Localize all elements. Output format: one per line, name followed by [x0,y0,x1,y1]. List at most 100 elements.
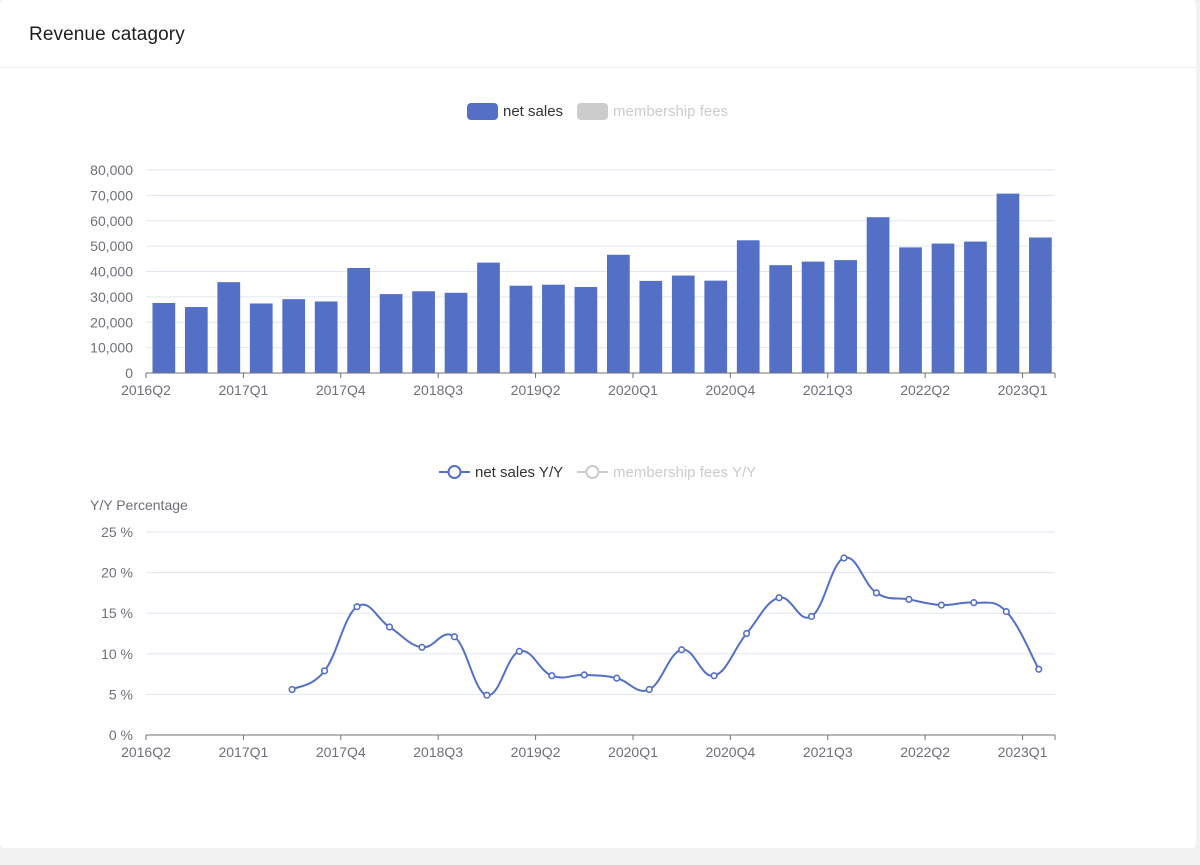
point-2020Q4[interactable] [742,629,751,638]
point-2020Q1[interactable] [645,685,653,694]
bar-2018Q4[interactable] [477,262,500,373]
point-2017Q4[interactable] [353,603,361,611]
line-x-tick-label: 2018Q3 [413,744,463,760]
legend-label: membership fees Y/Y [613,464,756,481]
bar-legend: net sales membership fees [467,103,728,120]
bar-2021Q3[interactable] [834,260,857,373]
bar-y-tick-label: 70,000 [90,187,133,203]
bar-y-tick-label: 50,000 [90,238,133,254]
bar-2020Q1[interactable] [639,280,663,373]
point-2022Q4[interactable] [1002,607,1010,616]
bar-2022Q1[interactable] [899,247,922,373]
bar-y-tick-label: 0 [125,365,133,381]
bar-x-tick-label: 2016Q2 [121,382,171,398]
bar-x-tick-label: 2017Q1 [218,382,268,398]
line-y-tick-label: 25 % [101,524,133,540]
legend-swatch [577,103,608,120]
bar-x-tick-label: 2020Q1 [608,382,658,398]
line-legend: net sales Y/Y membership fees Y/Y [439,464,756,481]
point-2023Q1[interactable] [1035,665,1043,673]
point-2020Q3[interactable] [710,672,718,680]
bar-x-tick-label: 2017Q4 [316,382,366,398]
legend-item-membership-fees-yy[interactable]: membership fees Y/Y [577,464,756,481]
legend-item-net-sales-yy[interactable]: net sales Y/Y [439,464,563,481]
bar-2022Q2[interactable] [931,243,955,373]
legend-item-net-sales[interactable]: net sales [467,103,563,120]
legend-circle-swatch [447,465,462,479]
point-2021Q4[interactable] [872,589,881,597]
bar-x-tick-label: 2022Q2 [900,382,950,398]
bar-y-tick-label: 10,000 [90,340,133,356]
bar-2016Q2[interactable] [152,302,176,373]
bar-2016Q4[interactable] [217,282,241,373]
bar-x-tick-label: 2023Q1 [998,382,1048,398]
bar-2019Q4[interactable] [606,254,630,373]
bar-2018Q2[interactable] [412,291,435,373]
point-2019Q1[interactable] [515,647,523,655]
bar-y-tick-label: 30,000 [90,289,133,305]
legend-swatch [467,103,498,120]
revenue-card: Revenue catagory [0,0,1196,848]
legend-item-membership-fees[interactable]: membership fees [577,103,728,120]
bar-y-tick-label: 80,000 [90,162,133,178]
bar-2017Q1[interactable] [249,303,273,373]
point-2017Q2[interactable] [288,685,296,694]
point-2019Q3[interactable] [580,671,588,679]
point-2022Q1[interactable] [905,595,913,603]
bar-2019Q3[interactable] [574,286,598,373]
line-y-tick-label: 0 % [109,727,133,743]
bar-2016Q3[interactable] [184,307,208,373]
line-y-tick-label: 10 % [101,646,133,662]
bar-2022Q3[interactable] [964,241,987,373]
line-x-tick-label: 2016Q2 [121,744,171,760]
card-header: Revenue catagory [0,0,1196,68]
bar-2018Q3[interactable] [444,292,468,373]
point-2018Q4[interactable] [483,691,491,699]
bar-x-tick-label: 2020Q4 [705,382,755,398]
line-y-tick-label: 5 % [109,686,133,702]
bar-2021Q2[interactable] [801,261,825,373]
bar-2017Q4[interactable] [347,267,371,373]
bar-y-tick-label: 60,000 [90,213,133,229]
point-2018Q1[interactable] [385,623,394,631]
line-x-tick-label: 2017Q1 [218,744,268,760]
line-x-tick-label: 2023Q1 [998,744,1048,760]
point-2019Q4[interactable] [613,674,621,682]
point-2022Q2[interactable] [937,601,945,609]
bar-x-tick-label: 2021Q3 [803,382,853,398]
bar-2018Q1[interactable] [379,294,403,373]
line-y-tick-label: 15 % [101,605,133,621]
bar-2019Q1[interactable] [509,285,533,373]
line-y-tick-label: 20 % [101,565,133,581]
line-x-tick-label: 2019Q2 [511,744,561,760]
bar-x-tick-label: 2019Q2 [511,382,561,398]
point-2017Q3[interactable] [320,667,329,675]
bar-y-tick-label: 40,000 [90,264,133,280]
bar-2021Q4[interactable] [866,217,890,373]
line-x-tick-label: 2020Q4 [705,744,755,760]
line-x-tick-label: 2021Q3 [803,744,853,760]
bar-2020Q4[interactable] [736,240,760,373]
point-2019Q2[interactable] [548,672,556,680]
point-2022Q3[interactable] [970,599,978,607]
point-2021Q2[interactable] [807,612,816,621]
line-x-tick-label: 2022Q2 [900,744,950,760]
point-2018Q2[interactable] [418,643,426,651]
bar-2017Q3[interactable] [314,301,338,373]
bar-2022Q4[interactable] [996,193,1020,373]
bar-2023Q1[interactable] [1029,237,1052,373]
point-2018Q3[interactable] [450,633,459,641]
line-y-axis-title: Y/Y Percentage [90,497,188,513]
bar-2019Q2[interactable] [542,284,565,373]
bar-y-tick-label: 20,000 [90,314,133,330]
bar-2020Q2[interactable] [671,275,695,373]
point-2021Q1[interactable] [775,594,783,602]
card-title: Revenue catagory [29,24,185,45]
bar-2020Q3[interactable] [704,280,728,373]
bar-2021Q1[interactable] [769,265,793,373]
legend-label: net sales [503,103,563,120]
point-2020Q2[interactable] [678,646,686,654]
point-2021Q3[interactable] [840,554,848,562]
bar-2017Q2[interactable] [282,299,306,373]
